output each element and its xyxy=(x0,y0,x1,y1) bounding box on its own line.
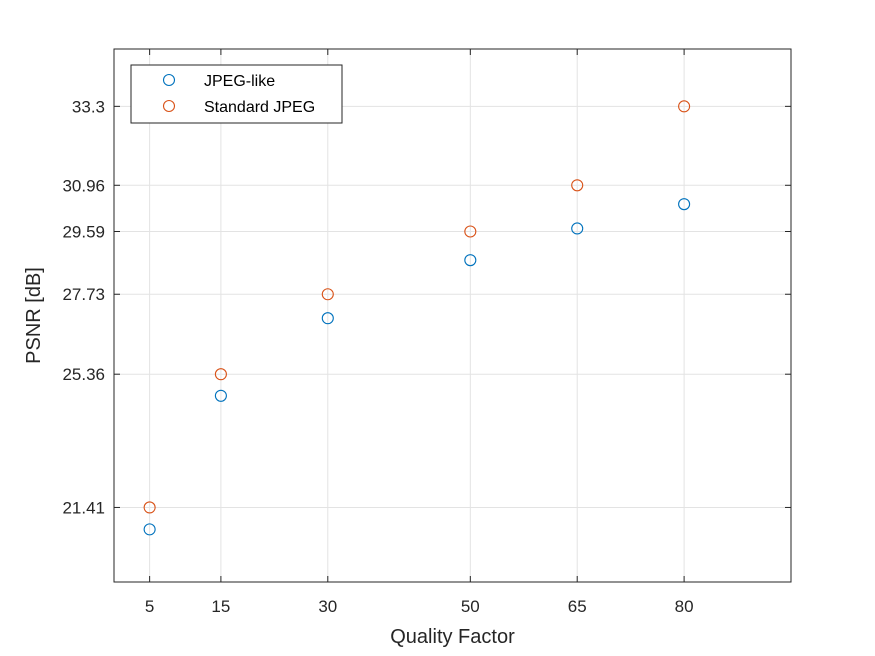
x-tick-label: 65 xyxy=(568,597,587,616)
series-2 xyxy=(143,100,691,514)
data-point xyxy=(678,198,691,211)
data-point xyxy=(321,288,334,301)
data-point xyxy=(321,312,334,325)
x-tick-label: 80 xyxy=(675,597,694,616)
y-tick-label: 27.73 xyxy=(62,285,105,304)
legend-label: Standard JPEG xyxy=(204,99,315,116)
legend-marker xyxy=(162,99,176,113)
x-tick-label: 30 xyxy=(318,597,337,616)
x-tick-label: 50 xyxy=(461,597,480,616)
series-1 xyxy=(143,198,691,536)
data-point xyxy=(464,225,477,238)
y-tick-label: 29.59 xyxy=(62,223,105,242)
y-tick-label: 21.41 xyxy=(62,498,105,517)
data-point xyxy=(571,222,584,235)
y-axis: 21.41 25.36 27.73 29.59 30.96 33.3 xyxy=(62,97,791,517)
grid xyxy=(114,49,791,582)
data-point xyxy=(571,179,584,192)
data-points xyxy=(143,100,691,536)
y-tick-label: 30.96 xyxy=(62,176,105,195)
legend-label: JPEG-like xyxy=(204,73,275,90)
data-point xyxy=(464,254,477,267)
legend-marker xyxy=(162,73,176,87)
x-tick-label: 15 xyxy=(211,597,230,616)
data-point xyxy=(214,389,227,402)
y-tick-label: 33.3 xyxy=(72,97,105,116)
data-point xyxy=(214,368,227,381)
x-axis: 5 15 30 50 65 80 xyxy=(145,49,694,616)
legend: JPEG-like Standard JPEG xyxy=(130,64,343,124)
data-point xyxy=(143,523,156,536)
data-point xyxy=(143,501,156,514)
y-tick-label: 25.36 xyxy=(62,365,105,384)
data-point xyxy=(678,100,691,113)
y-axis-label: PSNR [dB] xyxy=(23,267,45,364)
x-tick-label: 5 xyxy=(145,597,154,616)
x-axis-label: Quality Factor xyxy=(390,626,515,648)
plot-area xyxy=(113,48,792,583)
